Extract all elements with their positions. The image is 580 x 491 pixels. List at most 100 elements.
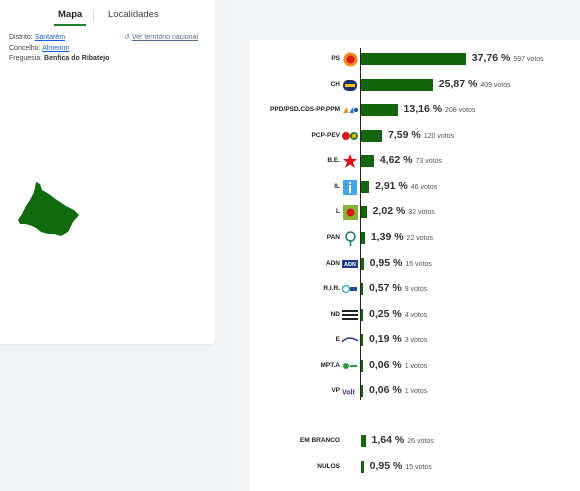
map-panel: Mapa Localidades Distrito: Santarém Conc… — [0, 0, 215, 344]
concelho-link[interactable]: Almeirim — [42, 44, 70, 52]
votes-label: 1 votos — [404, 363, 428, 370]
chart-bar[interactable] — [361, 258, 364, 270]
tab-localidades[interactable]: Localidades — [108, 9, 159, 20]
freguesia-shape — [18, 182, 79, 236]
votes-label: 9 votos — [404, 286, 428, 293]
party-label: R.I.R. — [323, 285, 340, 292]
chart-bar[interactable] — [361, 385, 363, 397]
chart-row: IL 2,91 % 46 votos — [250, 178, 580, 196]
chart-bar[interactable] — [361, 181, 370, 193]
votes-label: 15 votos — [405, 464, 432, 471]
party-label: PPD/PSD.CDS-PP.PPM — [270, 106, 340, 113]
percent-label: 0,25 % 4 votos — [369, 308, 428, 320]
percent-label: 1,64 % 26 votos — [371, 434, 434, 446]
ad-logo — [342, 102, 358, 118]
freguesia-label: Freguesia: — [9, 55, 43, 62]
party-label: VP — [331, 387, 340, 394]
percent-label: 37,76 % 597 votos — [471, 52, 544, 64]
chart-row: R.I.R. 0,57 % 9 votos — [250, 280, 580, 298]
votes-label: 26 votos — [407, 438, 434, 445]
location-breadcrumb: Distrito: Santarém Concelho: Almeirim Fr… — [9, 33, 109, 65]
chart-row: L 2,02 % 32 votos — [250, 203, 580, 221]
results-card — [250, 40, 580, 491]
party-label: MPT.A — [320, 362, 341, 369]
party-label: ADN — [325, 260, 340, 267]
votes-label: 15 votos — [405, 261, 432, 268]
party-label: PCP-PEV — [311, 132, 340, 139]
votes-label: 597 votos — [513, 56, 544, 63]
party-label: L — [336, 208, 340, 215]
party-label: EM BRANCO — [299, 437, 340, 444]
svg-text:Volt: Volt — [342, 388, 356, 395]
ch-logo — [342, 77, 358, 93]
ps-logo — [342, 51, 358, 67]
votes-label: 22 votos — [406, 235, 434, 242]
percent-label: 25,87 % 409 votos — [438, 78, 511, 90]
votes-label: 120 votos — [423, 133, 455, 140]
pan-tree-logo — [342, 230, 358, 246]
percent-label: 2,02 % 32 votos — [372, 205, 435, 217]
svg-text:ADN: ADN — [344, 262, 356, 268]
distrito-link[interactable]: Santarém — [34, 34, 66, 41]
chart-bar[interactable] — [361, 53, 466, 65]
percent-label: 0,57 % 9 votos — [369, 282, 428, 294]
chart-bar[interactable] — [361, 435, 366, 447]
chart-bar[interactable] — [361, 334, 363, 346]
votes-label: 409 votos — [480, 82, 511, 89]
votes-label: 4 votos — [404, 312, 428, 319]
chart-row: MPT.A 0,06 % 1 votos — [250, 357, 580, 375]
undo-icon: ↺ — [124, 34, 130, 41]
mpt-logo — [342, 358, 358, 374]
chart-row: ADN ADN 0,95 % 15 votos — [250, 255, 580, 273]
chart-axis — [360, 48, 361, 400]
chart-row: CH 25,87 % 409 votos — [250, 76, 580, 94]
ergue-te-logo — [342, 332, 358, 348]
chart-row: ND 0,25 % 4 votos — [250, 306, 580, 324]
chart-row: VP Volt 0,06 % 1 votos — [250, 382, 580, 400]
votes-label: 208 votos — [445, 107, 476, 114]
percent-label: 2,91 % 46 votos — [375, 180, 438, 192]
percent-label: 4,62 % 73 votos — [379, 154, 442, 166]
livre-logo — [342, 204, 358, 220]
chart-bar[interactable] — [361, 309, 363, 321]
chart-bar[interactable] — [361, 206, 367, 218]
party-label: E — [335, 336, 340, 343]
chart-bar[interactable] — [361, 283, 363, 295]
freguesia-value: Benfica do Ribatejo — [44, 55, 110, 62]
tab-divider — [93, 10, 94, 21]
il-logo — [342, 179, 358, 195]
percent-label: 0,06 % 1 votos — [369, 384, 428, 396]
adn-logo: ADN — [342, 256, 358, 272]
chart-row: PCP-PEV 7,59 % 120 votos — [250, 127, 580, 145]
chart-bar[interactable] — [361, 104, 398, 116]
view-tabs: Mapa Localidades — [0, 9, 215, 26]
percent-label: 0,95 % 15 votos — [369, 257, 432, 269]
percent-label: 0,95 % 15 votos — [369, 460, 432, 472]
percent-label: 13,16 % 208 votos — [403, 103, 476, 115]
chart-row: PAN 1,39 % 22 votos — [250, 229, 580, 247]
chart-bar[interactable] — [361, 232, 365, 244]
chart-bar[interactable] — [361, 461, 364, 473]
ver-territorio-link[interactable]: ↺ Ver território nacional — [124, 33, 198, 41]
party-label: PAN — [326, 234, 340, 241]
chart-bar[interactable] — [361, 130, 383, 142]
party-label: ND — [330, 311, 340, 318]
votes-label: 73 votos — [415, 158, 442, 165]
ver-territorio-label: Ver território nacional — [131, 34, 199, 41]
chart-bar[interactable] — [361, 79, 433, 91]
cdu-logo — [342, 128, 358, 144]
votes-label: 46 votos — [410, 184, 438, 191]
freguesia-map[interactable] — [16, 180, 84, 242]
nd-logo — [342, 307, 358, 323]
chart-row: B.E. 4,62 % 73 votos — [250, 152, 580, 170]
percent-label: 0,06 % 1 votos — [369, 359, 428, 371]
votes-label: 32 votos — [408, 209, 435, 216]
chart-bar[interactable] — [361, 360, 363, 372]
tab-mapa[interactable]: Mapa — [53, 9, 87, 26]
votes-label: 3 votos — [404, 337, 428, 344]
party-label: NULOS — [317, 463, 340, 470]
distrito-label: Distrito: — [9, 34, 33, 41]
chart-bar[interactable] — [361, 155, 374, 167]
percent-label: 7,59 % 120 votos — [388, 129, 455, 141]
party-label: IL — [334, 183, 340, 190]
